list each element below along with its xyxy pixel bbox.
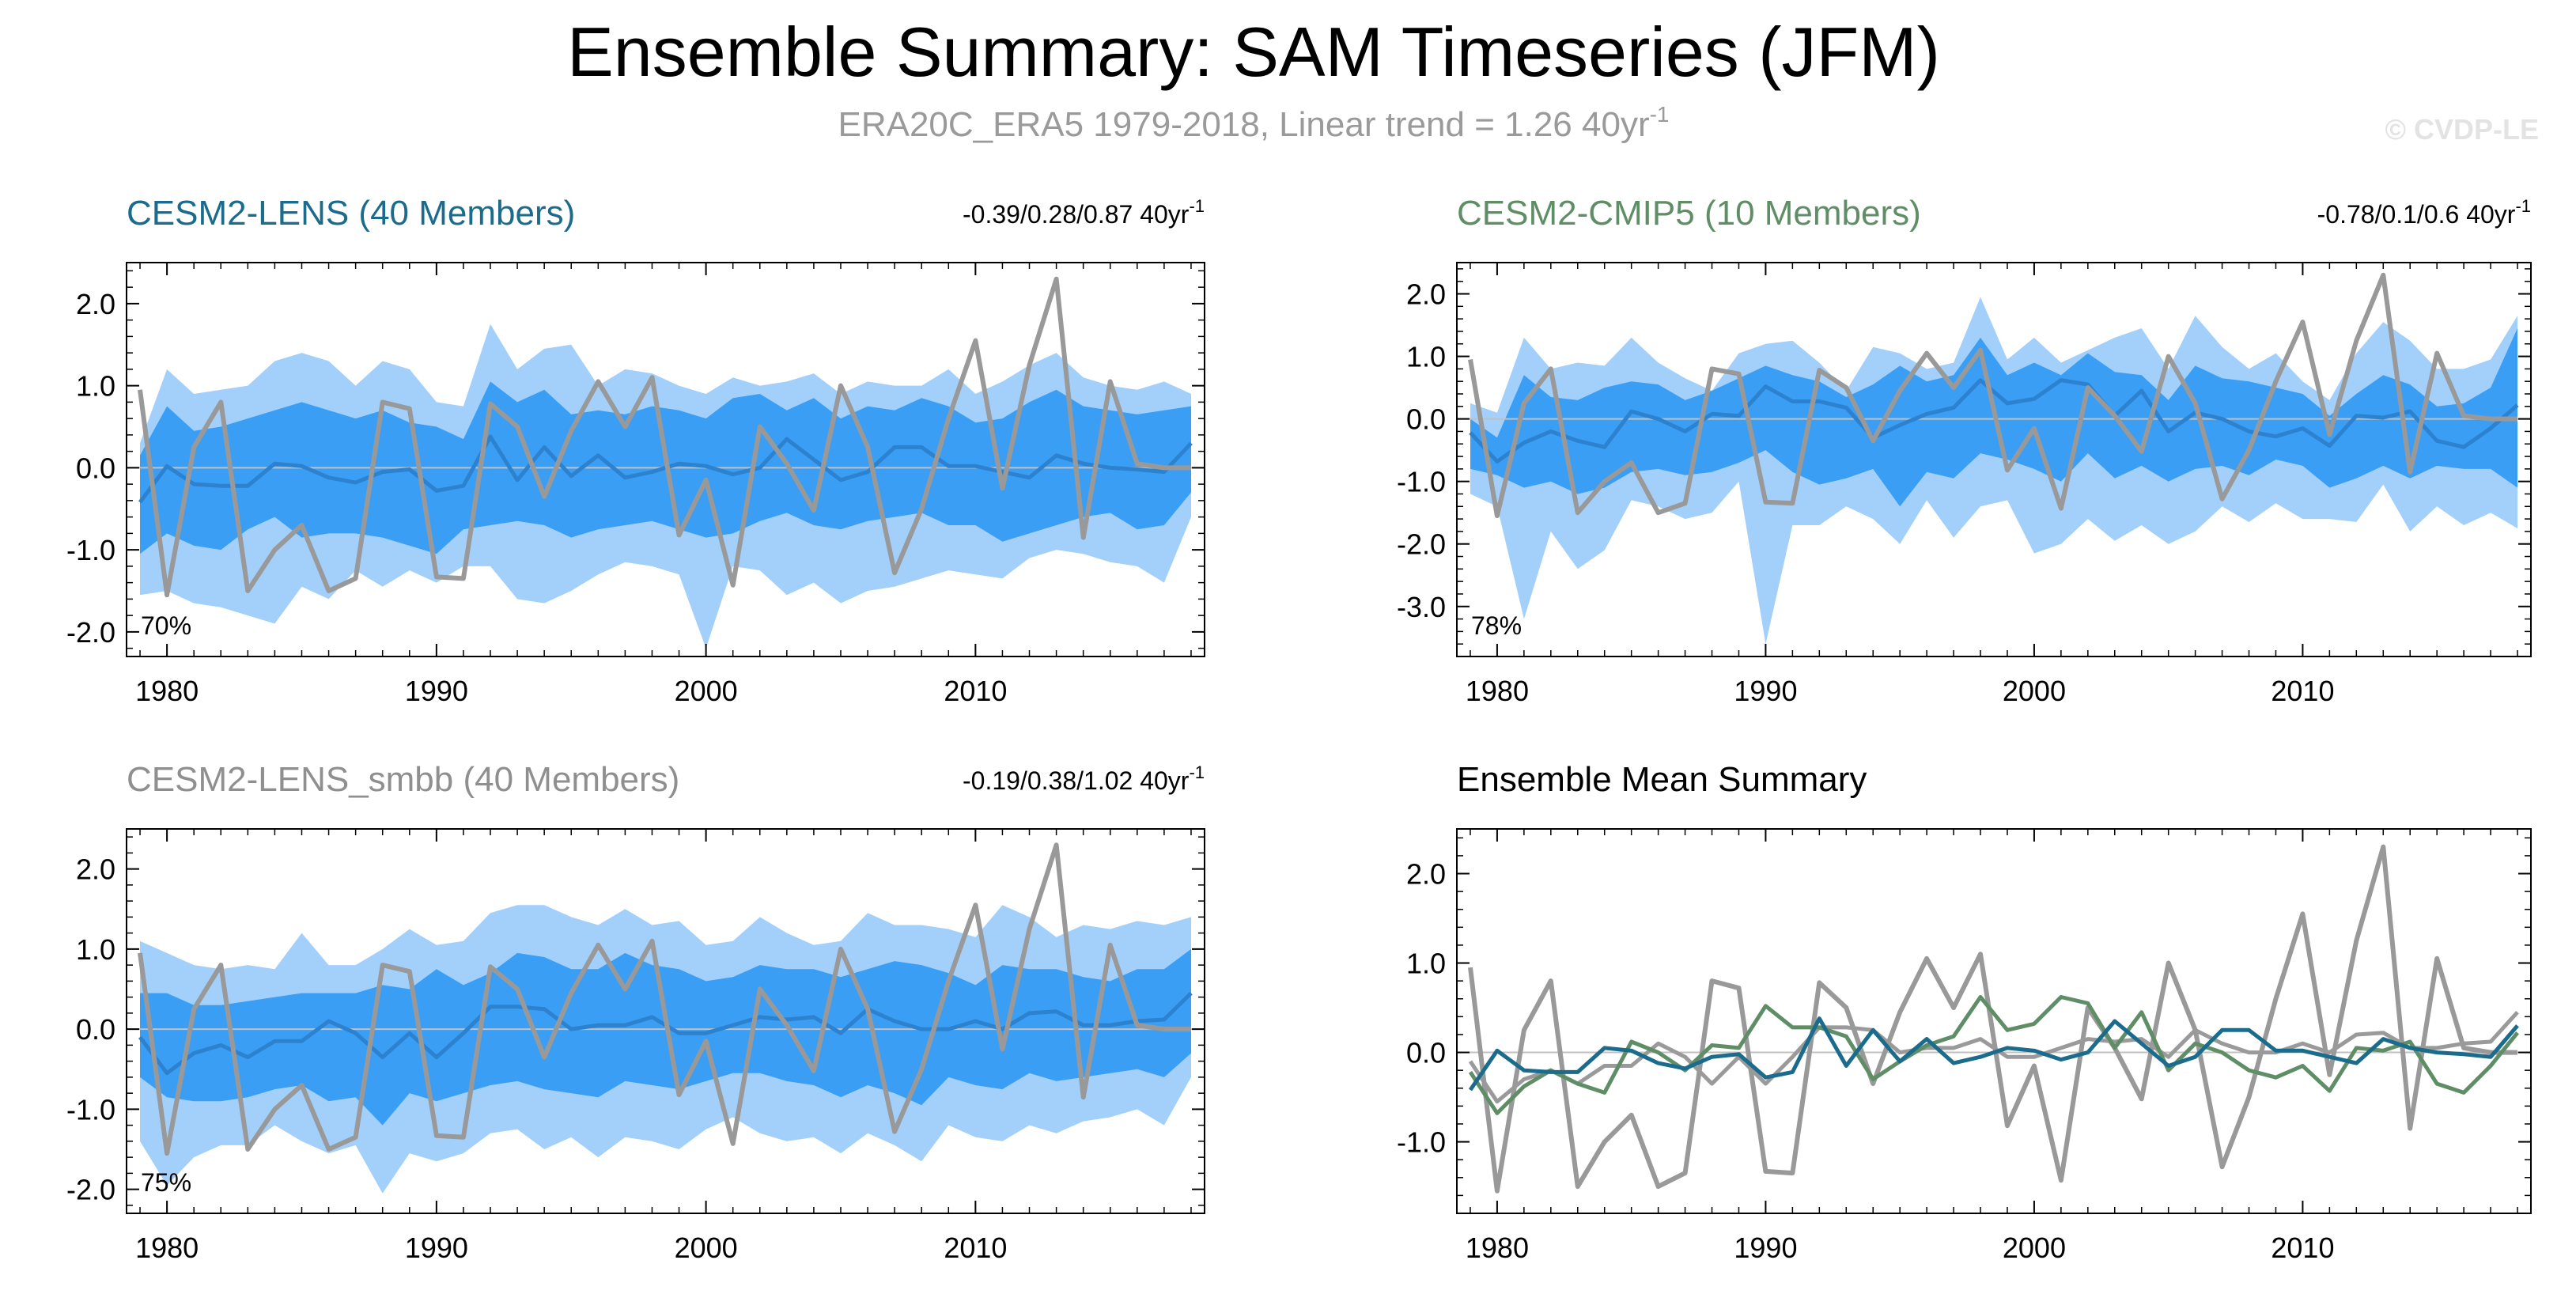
y-tick-label: 0.0	[76, 452, 115, 484]
x-tick-label: 2000	[2003, 675, 2066, 707]
panel-title: Ensemble Mean Summary	[1457, 760, 1867, 799]
x-tick-label: 2000	[2003, 1232, 2066, 1264]
x-tick-label: 2000	[675, 1232, 738, 1264]
percent-label: 70%	[141, 611, 191, 640]
y-tick-label: -2.0	[1397, 528, 1446, 561]
y-tick-label: 1.0	[76, 370, 115, 403]
ens-mean-line	[1469, 378, 2519, 464]
y-tick-label: -1.0	[66, 1093, 115, 1126]
y-tick-label: -1.0	[1397, 466, 1446, 498]
y-tick-label: 1.0	[76, 933, 115, 966]
y-tick-label: -2.0	[66, 616, 115, 649]
chart-panel-4: Ensemble Mean Summary -1.0 0.0 1.0 2.0 1980 19…	[1397, 760, 2532, 1264]
x-tick-label: 2000	[675, 675, 738, 707]
y-tick-label: 0.0	[1406, 403, 1446, 436]
panel-title: CESM2-LENS_smbb (40 Members)	[127, 760, 679, 799]
obs-line	[1468, 844, 2517, 1194]
subtitle-text: ERA20C_ERA5 1979-2018, Linear trend = 1.…	[838, 105, 1649, 144]
x-tick-label: 1980	[135, 675, 199, 707]
trend-label: -0.78/0.1/0.6 40yr-1	[2317, 196, 2531, 229]
y-tick-label: -1.0	[1397, 1126, 1446, 1159]
y-tick-label: -3.0	[1397, 591, 1446, 623]
y-tick-label: 0.0	[76, 1013, 115, 1046]
watermark: © CVDP-LE	[2385, 113, 2539, 146]
y-tick-label: -1.0	[66, 534, 115, 566]
y-tick-label: 0.0	[1406, 1037, 1446, 1069]
x-tick-label: 2010	[944, 1232, 1007, 1264]
y-tick-label: 2.0	[76, 853, 115, 886]
x-tick-label: 2010	[944, 675, 1007, 707]
y-tick-label: 2.0	[76, 288, 115, 320]
x-tick-label: 1980	[1466, 675, 1529, 707]
lens-line	[1468, 1016, 2519, 1092]
obs-line	[1468, 272, 2517, 519]
x-tick-label: 1990	[1734, 675, 1797, 707]
panels-group: CESM2-LENS (40 Members) -0.39/0.28/0.87 4…	[66, 194, 2532, 1264]
plot-frame	[126, 828, 1205, 1214]
subtitle-superscript: -1	[1650, 102, 1670, 127]
x-tick-label: 1990	[405, 1232, 468, 1264]
obs-line	[138, 842, 1191, 1156]
trend-label: -0.39/0.28/0.87 40yr-1	[963, 196, 1205, 229]
panel-title: CESM2-LENS (40 Members)	[127, 194, 575, 233]
percent-label: 75%	[141, 1168, 191, 1197]
obs-line	[138, 276, 1191, 598]
y-tick-label: 2.0	[1406, 278, 1446, 311]
x-tick-label: 1980	[135, 1232, 199, 1264]
y-tick-label: -2.0	[66, 1174, 115, 1206]
percent-label: 78%	[1471, 611, 1522, 640]
figure-subtitle: ERA20C_ERA5 1979-2018, Linear trend = 1.…	[838, 102, 1669, 144]
y-tick-label: 2.0	[1406, 858, 1446, 891]
trend-label: -0.19/0.38/1.02 40yr-1	[963, 762, 1205, 795]
chart-panel-3: CESM2-LENS_smbb (40 Members) -0.19/0.38/1…	[66, 760, 1205, 1264]
chart-panel-1: CESM2-LENS (40 Members) -0.39/0.28/0.87 4…	[66, 194, 1205, 707]
plot-frame	[1456, 828, 2532, 1214]
x-tick-label: 2010	[2271, 1232, 2334, 1264]
cmip5-line	[1468, 995, 2519, 1115]
y-tick-label: 1.0	[1406, 341, 1446, 373]
inner-spread-band	[140, 948, 1191, 1126]
x-tick-label: 2010	[2271, 675, 2334, 707]
figure-title: Ensemble Summary: SAM Timeseries (JFM)	[567, 13, 1940, 91]
chart-panel-2: CESM2-CMIP5 (10 Members) -0.78/0.1/0.6 40…	[1397, 194, 2532, 707]
smbb-line	[1468, 1011, 2519, 1104]
x-tick-label: 1990	[1734, 1232, 1797, 1264]
plot-frame	[126, 262, 1205, 657]
x-tick-label: 1980	[1466, 1232, 1529, 1264]
y-tick-label: 1.0	[1406, 948, 1446, 980]
x-tick-label: 1990	[405, 675, 468, 707]
plot-frame	[1456, 262, 2532, 657]
panel-title: CESM2-CMIP5 (10 Members)	[1457, 194, 1921, 233]
